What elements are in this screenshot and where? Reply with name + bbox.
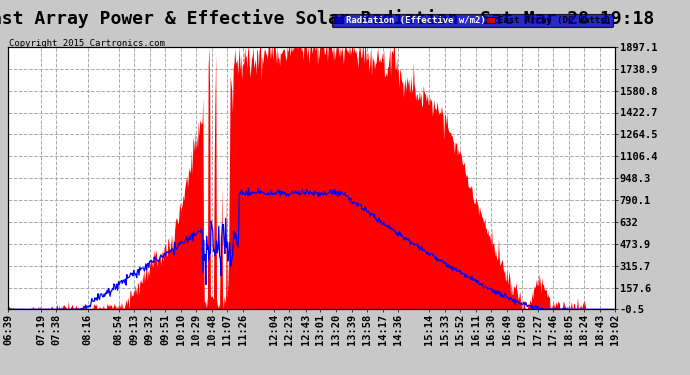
Legend: Radiation (Effective w/m2), East Array (DC Watts): Radiation (Effective w/m2), East Array (… xyxy=(331,14,613,27)
Text: Copyright 2015 Cartronics.com: Copyright 2015 Cartronics.com xyxy=(9,39,165,48)
Text: East Array Power & Effective Solar Radiation  Sat Mar 28 19:18: East Array Power & Effective Solar Radia… xyxy=(0,9,655,28)
